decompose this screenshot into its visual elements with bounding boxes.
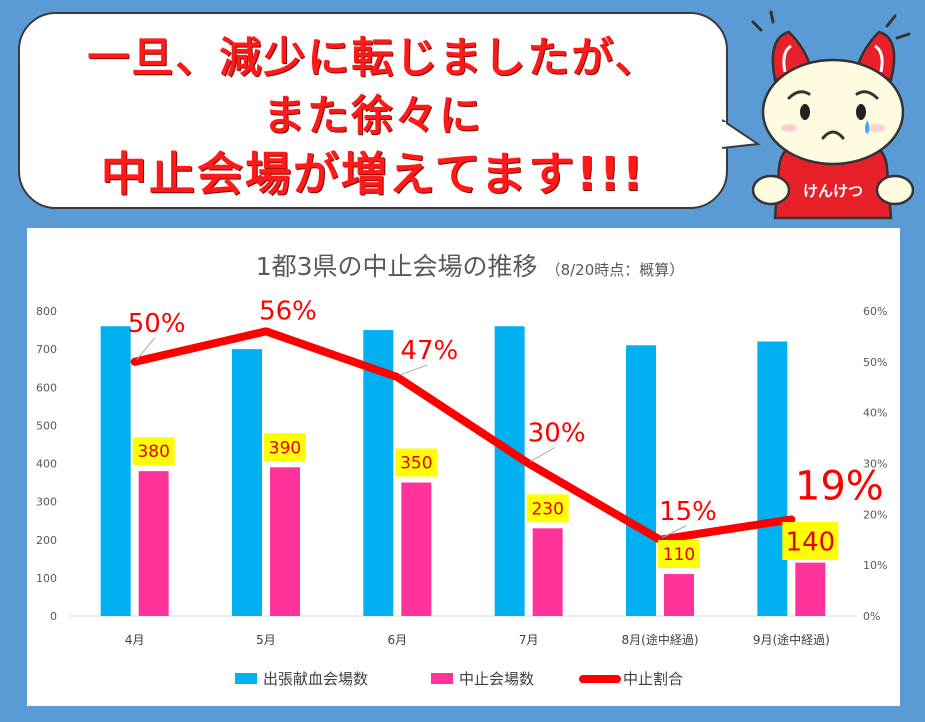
headline-line-1: 一旦、減少に転じましたが、 [87, 33, 659, 82]
chart: 1都3県の中止会場の推移 （8/20時点：概算） 0 100 200 300 400 50… [36, 252, 887, 688]
mascot-character: けんけつ [751, 10, 915, 220]
bar-cancelled-venues [270, 467, 300, 616]
y-left-tick-label: 100 [36, 572, 57, 585]
y-left-tick-label: 300 [36, 496, 57, 509]
chart-subtitle: （8/20時点：概算） [546, 261, 685, 279]
data-label-ratio: 50% [128, 309, 186, 339]
y-right-tick-label: 60% [863, 305, 887, 318]
x-tick-label: 6月 [388, 633, 408, 647]
y-right-tick-label: 20% [863, 508, 887, 521]
legend-label: 中止会場数 [459, 670, 534, 688]
y-left-tick-label: 600 [36, 381, 57, 394]
y-right-tick-label: 0% [863, 610, 880, 623]
bar-total-venues [232, 349, 262, 616]
y-right-tick-label: 40% [863, 407, 887, 420]
y-left-tick-label: 500 [36, 419, 57, 432]
chart-title: 1都3県の中止会場の推移 [256, 252, 538, 281]
data-label-ratio: 47% [400, 336, 458, 366]
speech-bubble [18, 12, 728, 209]
bar-cancelled-venues [795, 562, 826, 616]
mascot-label: けんけつ [803, 182, 863, 200]
data-label-cancelled: 110 [663, 545, 695, 565]
bar-total-venues [626, 345, 656, 616]
legend-label: 出張献血会場数 [263, 670, 368, 688]
headline-line-2: また徐々に [262, 91, 483, 140]
bar-cancelled-venues [664, 574, 694, 616]
data-label-ratio: 15% [659, 497, 717, 527]
bar-cancelled-venues [401, 482, 432, 616]
bar-total-venues [494, 326, 525, 616]
y-left-tick-label: 700 [36, 343, 57, 356]
x-tick-label: 7月 [519, 633, 539, 647]
legend-swatch [431, 673, 453, 684]
data-label-highlight [395, 448, 438, 477]
data-label-cancelled: 390 [269, 438, 301, 458]
data-label-highlight [526, 494, 569, 523]
data-label-cancelled: 350 [400, 454, 432, 474]
data-label-ratio: 19% [795, 463, 884, 509]
leader-line [530, 447, 555, 462]
y-left-tick-label: 200 [36, 534, 57, 547]
y-left-tick-label: 0 [50, 610, 57, 623]
y-left-tick-label: 400 [36, 458, 57, 471]
bar-total-venues [757, 341, 788, 616]
y-right-tick-label: 50% [863, 356, 887, 369]
x-tick-label: 5月 [256, 633, 276, 647]
legend-swatch [235, 673, 257, 684]
data-label-highlight [782, 522, 839, 560]
data-label-highlight [658, 540, 700, 568]
leader-line [399, 364, 428, 376]
worry-lines-icon [751, 10, 911, 40]
bar-cancelled-venues [138, 471, 169, 616]
data-label-ratio: 56% [259, 296, 317, 326]
x-tick-label: 9月(途中経過) [753, 632, 830, 647]
y-right-tick-label: 10% [863, 559, 887, 572]
data-label-cancelled: 380 [137, 442, 169, 462]
data-label-highlight [132, 437, 175, 466]
data-label-ratio: 30% [528, 419, 586, 449]
x-tick-label: 4月 [125, 633, 145, 647]
leader-line [136, 337, 156, 361]
y-right-tick-label: 30% [863, 458, 887, 471]
headline-line-3: 中止会場が増えてます!!! [100, 147, 646, 201]
leader-line [661, 525, 687, 539]
data-label-cancelled: 230 [531, 499, 563, 519]
legend-label: 中止割合 [623, 670, 683, 688]
x-tick-label: 8月(途中経過) [622, 632, 699, 647]
bar-cancelled-venues [532, 528, 563, 616]
line-cancel-ratio [130, 327, 796, 544]
data-label-highlight [264, 433, 306, 462]
chart-panel: 1都3県の中止会場の推移 （8/20時点：概算） 0 100 200 300 400 50… [27, 228, 900, 706]
data-label-cancelled: 140 [786, 527, 836, 557]
bar-total-venues [100, 326, 131, 616]
y-left-tick-label: 800 [36, 305, 57, 318]
